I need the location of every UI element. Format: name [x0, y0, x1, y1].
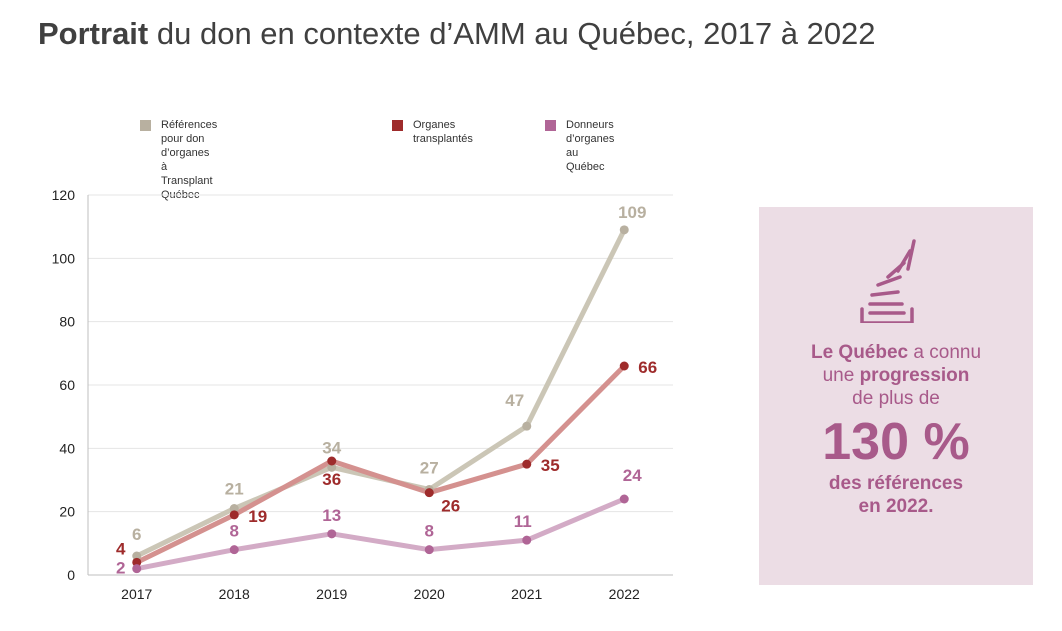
data-point: [327, 456, 337, 466]
data-label: 4: [116, 539, 126, 558]
data-point: [522, 421, 532, 431]
data-point: [424, 488, 434, 498]
data-label: 8: [425, 522, 434, 541]
y-tick-label: 60: [59, 377, 75, 393]
legend-label-references: Références pour don d’organes à Transpla…: [161, 119, 218, 201]
legend-item-organes: Organes transplantés: [392, 118, 473, 146]
data-label: 66: [638, 358, 657, 377]
callout-line-1: Le Québec a connu: [759, 341, 1033, 364]
y-tick-label: 40: [59, 440, 75, 456]
data-point: [132, 557, 142, 567]
legend-swatch-references: [140, 120, 151, 131]
callout-line-1-rest: a connu: [908, 342, 982, 363]
data-point: [229, 510, 239, 520]
line-chart: 0 20 40 60 80 100 120 2017 2018 2019 2020 2021 2022 6…: [52, 187, 673, 602]
x-tick-label: 2021: [511, 586, 542, 602]
data-label: 35: [541, 456, 560, 475]
data-label: 109: [618, 203, 646, 222]
callout-box: Le Québec a connu une progression de plu…: [759, 207, 1033, 585]
data-point: [327, 529, 337, 539]
y-tick-label: 120: [52, 187, 76, 203]
data-label: 11: [514, 512, 532, 531]
legend-swatch-donneurs: [545, 120, 556, 131]
x-tick-label: 2022: [609, 586, 640, 602]
legend-item-references: Références pour don d’organes à Transpla…: [140, 118, 217, 202]
x-tick-label: 2020: [414, 586, 445, 602]
data-label: 19: [248, 507, 267, 526]
callout-tail-1: des références: [828, 473, 964, 494]
x-tick-label: 2019: [316, 586, 347, 602]
legend-label-organes: Organes transplantés: [413, 119, 473, 145]
data-point: [619, 494, 629, 504]
data-point: [229, 504, 239, 513]
data-point: [327, 462, 337, 472]
data-label: 6: [132, 525, 141, 544]
data-label: 36: [322, 470, 341, 489]
data-point: [132, 551, 142, 561]
data-point: [619, 361, 629, 371]
data-label: 2: [116, 559, 125, 578]
callout-tail-2: en 2022.: [858, 496, 934, 517]
series-line: [134, 363, 627, 565]
legend-label-donneurs: Donneurs d’organes au Québec: [566, 119, 615, 173]
x-tick-label: 2018: [219, 586, 250, 602]
data-label: 21: [225, 480, 244, 499]
series-line: [134, 227, 627, 559]
x-tick-label: 2017: [121, 586, 152, 602]
callout-line-1-bold: Le Québec: [810, 342, 909, 363]
data-point: [619, 225, 629, 235]
callout-big-number: 130 %: [822, 413, 970, 471]
page-title: Portrait du don en contexte d’AMM au Qué…: [38, 16, 876, 52]
data-label: 26: [441, 497, 460, 516]
callout-text: Le Québec a connu une progression de plu…: [759, 341, 1033, 518]
title-rest: du don en contexte d’AMM au Québec, 2017…: [148, 16, 876, 51]
legend-swatch-organes: [392, 120, 403, 131]
data-point: [229, 545, 239, 555]
data-label: 47: [505, 391, 524, 410]
y-tick-label: 20: [59, 504, 75, 520]
data-point: [132, 564, 142, 574]
data-point: [522, 459, 532, 469]
y-tick-label: 100: [52, 250, 76, 266]
data-point: [522, 535, 532, 545]
data-label: 27: [420, 459, 439, 478]
y-tick-label: 0: [67, 567, 75, 583]
data-label: 8: [230, 522, 239, 541]
legend-item-donneurs: Donneurs d’organes au Québec: [545, 118, 614, 174]
data-label: 34: [322, 438, 341, 457]
data-point: [424, 545, 434, 555]
callout-line-2-bold: progression: [859, 365, 970, 386]
callout-line-3: de plus de: [852, 388, 940, 409]
title-bold: Portrait: [38, 16, 149, 51]
megaphone-icon: [854, 233, 924, 325]
callout-line-2: une progression: [759, 364, 1033, 387]
callout-line-2-pre: une: [822, 365, 860, 386]
data-label: 24: [623, 466, 642, 485]
y-tick-label: 80: [59, 314, 75, 330]
data-label: 13: [322, 506, 341, 525]
series-line: [134, 496, 627, 572]
